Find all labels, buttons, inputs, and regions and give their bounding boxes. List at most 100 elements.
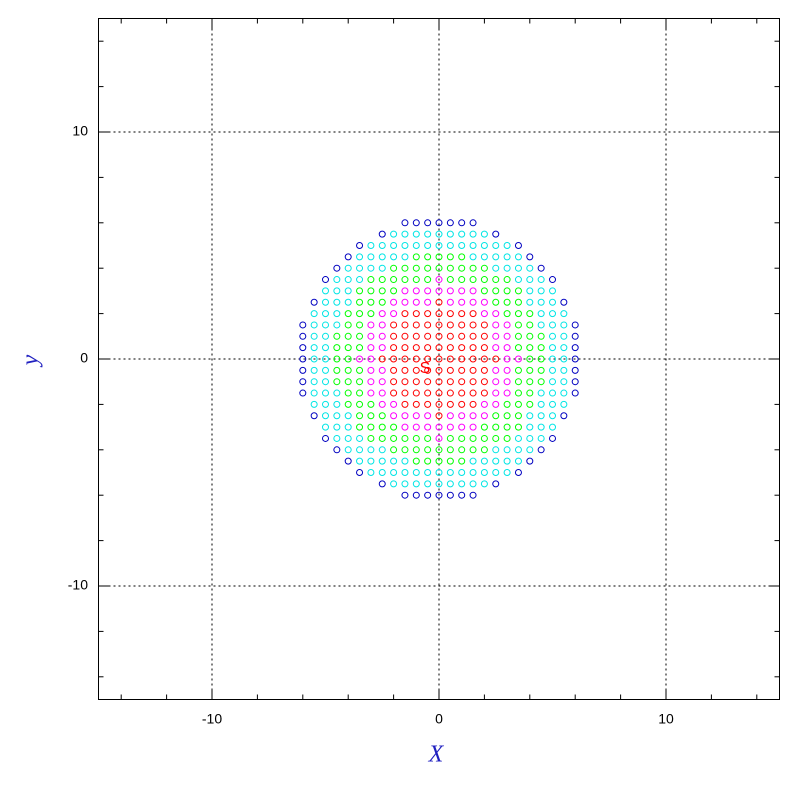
point bbox=[514, 446, 522, 454]
point bbox=[537, 276, 545, 284]
point bbox=[390, 344, 398, 352]
point bbox=[356, 332, 364, 340]
point bbox=[446, 412, 454, 420]
point bbox=[526, 298, 534, 306]
point bbox=[480, 230, 488, 238]
point bbox=[469, 423, 477, 431]
point bbox=[526, 434, 534, 442]
point bbox=[412, 389, 420, 397]
point bbox=[458, 332, 466, 340]
point bbox=[514, 287, 522, 295]
point bbox=[537, 434, 545, 442]
point bbox=[412, 276, 420, 284]
point bbox=[571, 355, 579, 363]
point bbox=[344, 321, 352, 329]
point bbox=[503, 253, 511, 261]
point bbox=[571, 366, 579, 374]
point bbox=[401, 310, 409, 318]
point bbox=[333, 412, 341, 420]
point bbox=[514, 264, 522, 272]
point bbox=[310, 389, 318, 397]
point bbox=[469, 378, 477, 386]
point bbox=[480, 389, 488, 397]
point bbox=[378, 423, 386, 431]
point bbox=[356, 298, 364, 306]
point bbox=[446, 446, 454, 454]
point bbox=[435, 400, 443, 408]
point bbox=[390, 253, 398, 261]
point bbox=[503, 446, 511, 454]
point bbox=[367, 344, 375, 352]
point bbox=[435, 366, 443, 374]
point bbox=[412, 378, 420, 386]
point bbox=[378, 366, 386, 374]
point bbox=[492, 378, 500, 386]
point bbox=[412, 310, 420, 318]
point bbox=[492, 446, 500, 454]
point bbox=[367, 253, 375, 261]
point bbox=[492, 434, 500, 442]
point bbox=[378, 457, 386, 465]
point bbox=[446, 457, 454, 465]
point bbox=[344, 412, 352, 420]
point bbox=[356, 366, 364, 374]
point bbox=[458, 366, 466, 374]
point bbox=[549, 423, 556, 431]
point bbox=[446, 491, 454, 499]
point bbox=[299, 344, 307, 352]
point bbox=[458, 378, 466, 386]
point bbox=[503, 412, 511, 420]
point bbox=[322, 310, 329, 318]
point bbox=[322, 412, 329, 420]
point bbox=[435, 298, 443, 306]
point bbox=[560, 389, 568, 397]
point bbox=[424, 389, 432, 397]
point bbox=[446, 378, 454, 386]
point bbox=[424, 253, 432, 261]
point bbox=[526, 287, 534, 295]
point bbox=[537, 355, 545, 363]
point bbox=[526, 310, 534, 318]
point bbox=[344, 310, 352, 318]
point bbox=[412, 219, 420, 227]
point bbox=[322, 298, 329, 306]
point bbox=[344, 253, 352, 261]
point bbox=[378, 230, 386, 238]
point bbox=[390, 321, 398, 329]
point bbox=[344, 423, 352, 431]
point bbox=[537, 446, 545, 454]
point bbox=[514, 242, 522, 249]
point bbox=[469, 344, 477, 352]
point bbox=[412, 480, 420, 488]
point bbox=[378, 321, 386, 329]
point bbox=[401, 264, 409, 272]
point bbox=[322, 378, 329, 386]
point bbox=[503, 264, 511, 272]
point bbox=[412, 469, 420, 476]
point bbox=[401, 219, 409, 227]
point bbox=[458, 400, 466, 408]
point bbox=[378, 446, 386, 454]
point bbox=[390, 264, 398, 272]
point bbox=[424, 491, 432, 499]
point bbox=[310, 310, 318, 318]
point bbox=[424, 366, 432, 374]
point bbox=[378, 242, 386, 249]
point bbox=[446, 242, 454, 249]
point bbox=[537, 412, 545, 420]
point bbox=[412, 457, 420, 465]
point bbox=[458, 446, 466, 454]
point bbox=[480, 242, 488, 249]
point bbox=[469, 480, 477, 488]
point bbox=[412, 264, 420, 272]
point bbox=[446, 332, 454, 340]
point bbox=[514, 434, 522, 442]
point bbox=[480, 253, 488, 261]
point bbox=[412, 253, 420, 261]
point bbox=[390, 423, 398, 431]
point bbox=[378, 264, 386, 272]
point bbox=[356, 378, 364, 386]
point bbox=[480, 276, 488, 284]
point bbox=[424, 423, 432, 431]
point bbox=[537, 332, 545, 340]
